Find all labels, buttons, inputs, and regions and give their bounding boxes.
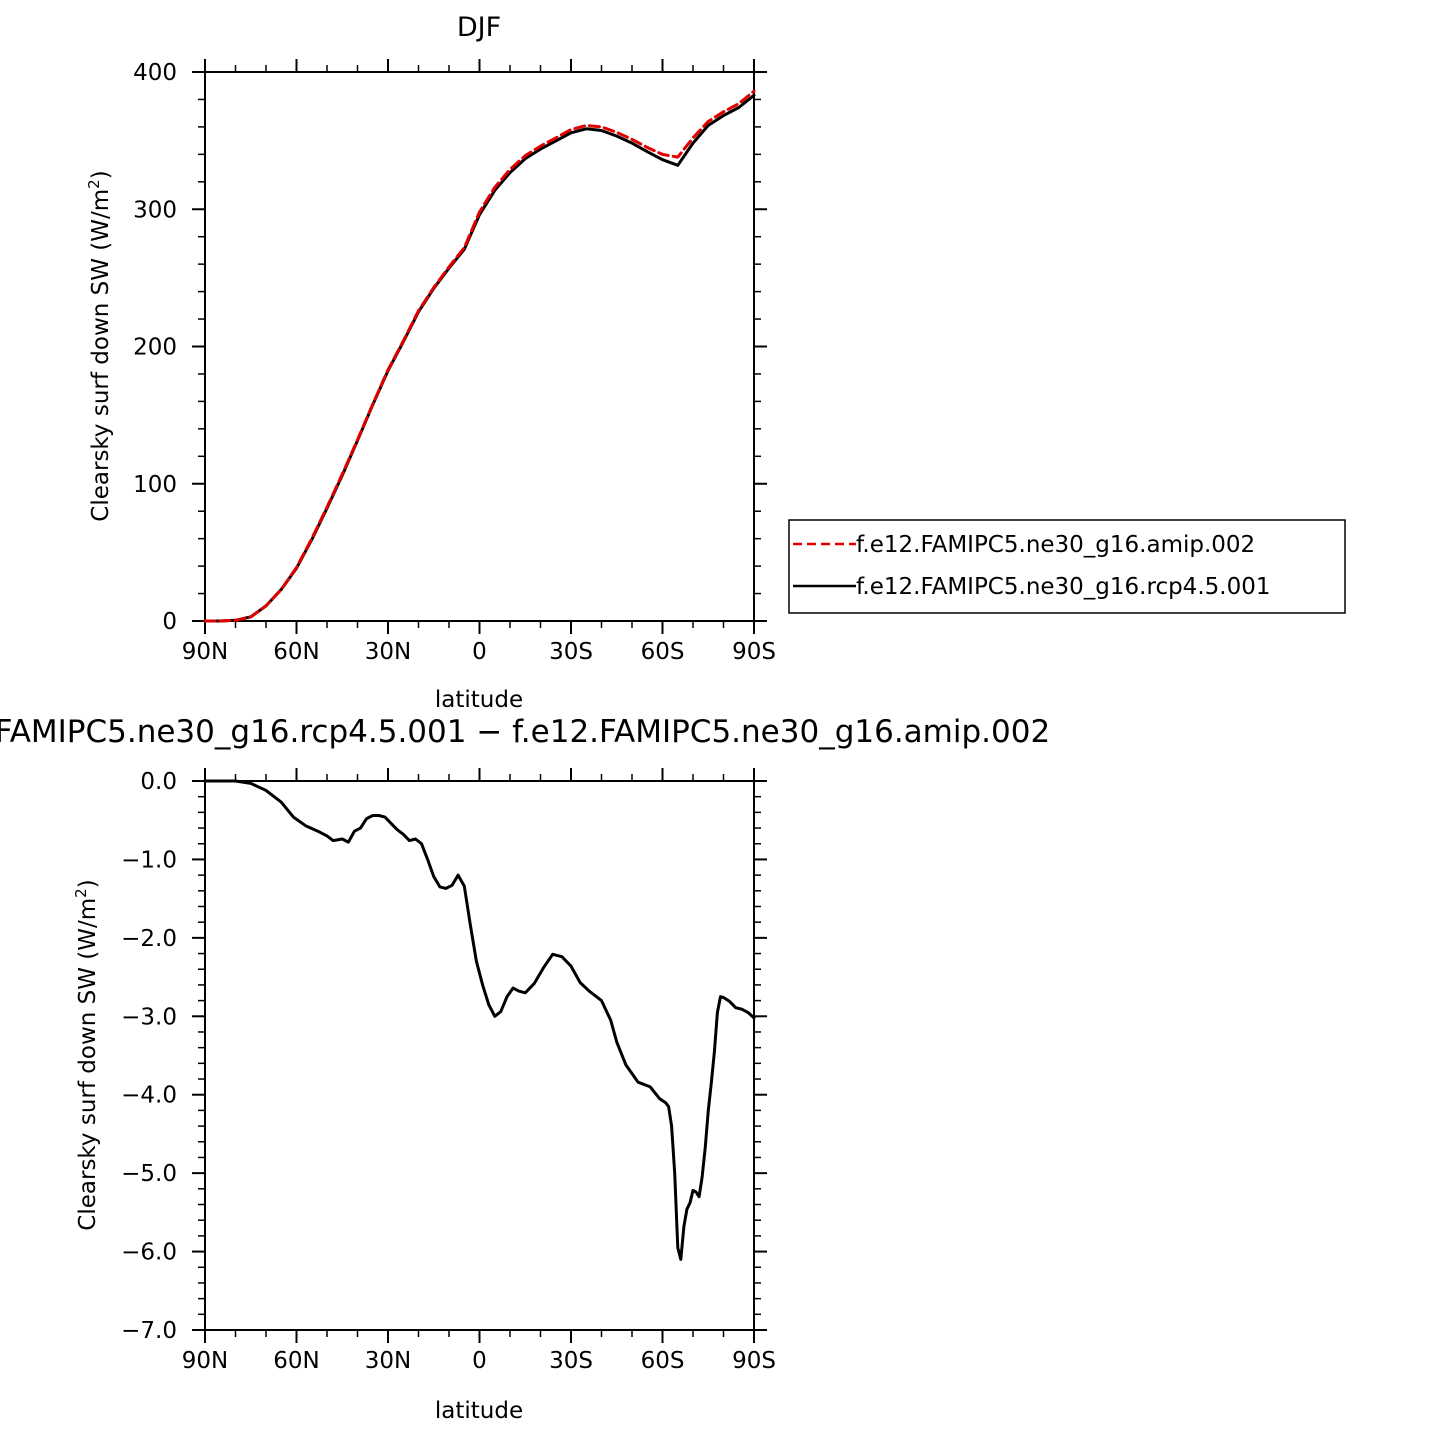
top-x-axis-label: latitude <box>435 687 523 713</box>
y-tick-label: −6.0 <box>121 1240 177 1266</box>
top-series-group <box>203 89 756 623</box>
y-tick-label: −3.0 <box>121 1004 177 1030</box>
legend-label-rcp: f.e12.FAMIPC5.ne30_g16.rcp4.5.001 <box>856 574 1270 600</box>
top-y-axis-label: Clearsky surf down SW (W/m2) <box>85 170 114 521</box>
x-tick-label: 60N <box>273 1348 319 1374</box>
bottom-y-tick-labels: 0.0 −1.0 −2.0 −3.0 −4.0 −5.0 −6.0 −7.0 <box>121 769 177 1344</box>
y-tick-label: 0 <box>162 609 177 635</box>
y-tick-label: 0.0 <box>140 769 177 795</box>
bottom-chart-title: f.e12.FAMIPC5.ne30_g16.rcp4.5.001 − f.e1… <box>0 714 1050 750</box>
x-tick-label: 0 <box>472 1348 487 1374</box>
x-tick-label: 30S <box>549 1348 593 1374</box>
top-panel: DJF 90N 60N 30N 0 30S 60S 90S 0 100 200 300 400 la… <box>85 12 1346 713</box>
bottom-panel: f.e12.FAMIPC5.ne30_g16.rcp4.5.001 − f.e1… <box>0 714 1050 1424</box>
x-tick-label: 30N <box>365 1348 411 1374</box>
series-line-001 <box>203 93 756 623</box>
x-tick-label: 0 <box>472 639 487 665</box>
x-tick-label: 30S <box>549 639 593 665</box>
bottom-x-axis-label: latitude <box>435 1398 523 1424</box>
bottom-plot-frame <box>204 780 755 1331</box>
x-tick-label: 60S <box>641 1348 685 1374</box>
series-line-difference <box>203 779 756 1261</box>
x-tick-label: 90S <box>732 639 776 665</box>
top-x-tick-labels: 90N 60N 30N 0 30S 60S 90S <box>182 639 776 665</box>
y-tick-label: −2.0 <box>121 926 177 952</box>
y-tick-label: 100 <box>133 472 177 498</box>
y-tick-label: 200 <box>133 335 177 361</box>
y-tick-label: −5.0 <box>121 1161 177 1187</box>
bottom-y-axis-label: Clearsky surf down SW (W/m2) <box>72 879 101 1230</box>
x-tick-label: 90S <box>732 1348 776 1374</box>
top-plot-frame <box>204 71 755 622</box>
y-tick-label: −7.0 <box>121 1318 177 1344</box>
top-chart-title: DJF <box>457 12 501 43</box>
bottom-series-group <box>203 779 756 1261</box>
series-line-002 <box>203 89 756 623</box>
legend-box <box>788 519 1346 614</box>
y-tick-label: −1.0 <box>121 847 177 873</box>
x-tick-label: 60N <box>273 639 319 665</box>
y-tick-label: 400 <box>133 60 177 86</box>
y-tick-label: 300 <box>133 197 177 223</box>
bottom-ticks <box>192 768 767 1343</box>
x-tick-label: 90N <box>182 1348 228 1374</box>
bottom-x-tick-labels: 90N 60N 30N 0 30S 60S 90S <box>182 1348 776 1374</box>
legend: f.e12.FAMIPC5.ne30_g16.amip.002 f.e12.FA… <box>788 519 1346 614</box>
top-ticks <box>192 59 767 634</box>
x-tick-label: 60S <box>641 639 685 665</box>
y-tick-label: −4.0 <box>121 1083 177 1109</box>
x-tick-label: 90N <box>182 639 228 665</box>
top-y-tick-labels: 0 100 200 300 400 <box>133 60 177 635</box>
legend-label-amip: f.e12.FAMIPC5.ne30_g16.amip.002 <box>856 532 1255 558</box>
x-tick-label: 30N <box>365 639 411 665</box>
